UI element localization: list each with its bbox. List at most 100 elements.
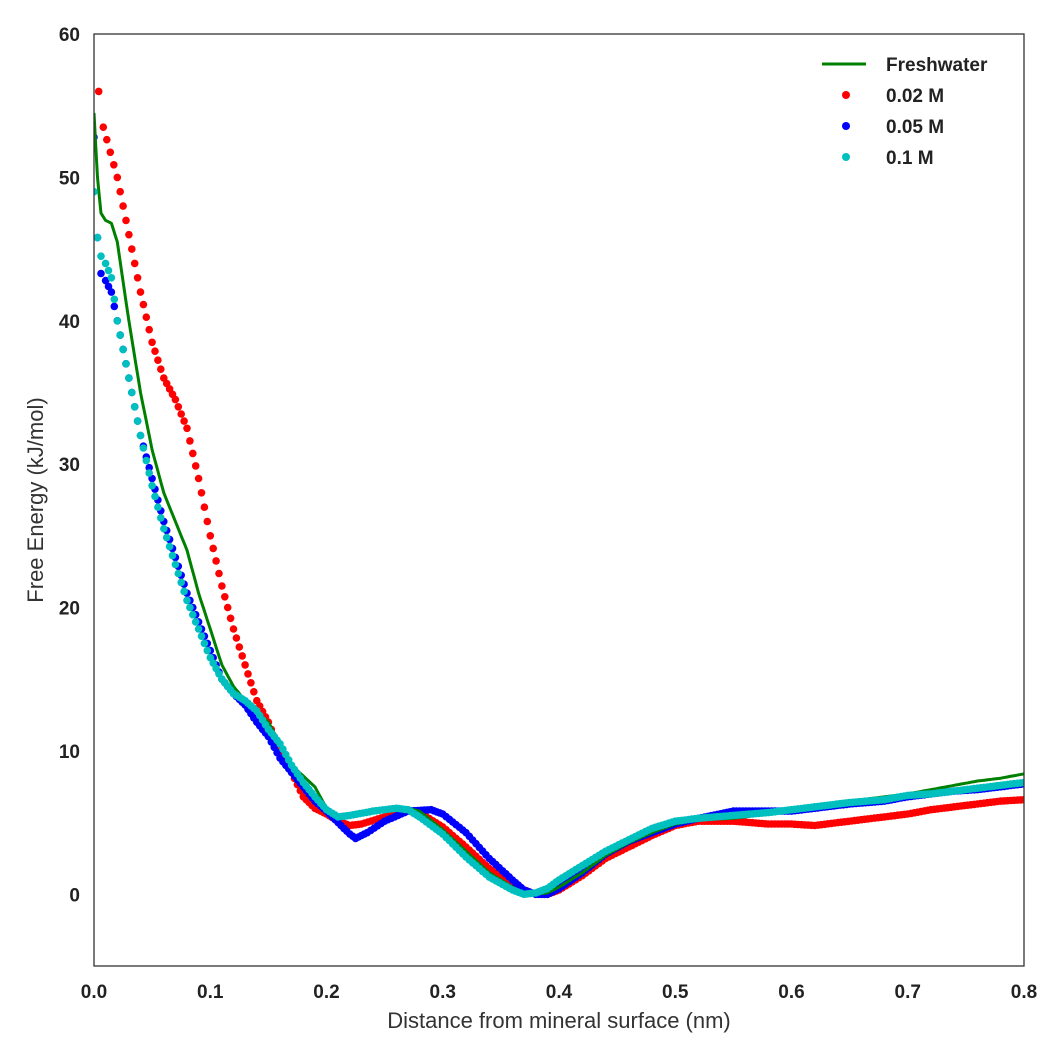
y-tick-label: 60 — [59, 25, 80, 46]
data-point — [148, 338, 156, 347]
data-point — [226, 614, 235, 623]
data-point — [139, 444, 148, 452]
data-point — [113, 173, 122, 182]
data-point — [200, 639, 209, 648]
data-point — [160, 524, 168, 533]
data-point — [180, 587, 188, 596]
data-point — [116, 187, 124, 196]
data-point — [203, 646, 212, 655]
data-point — [171, 560, 180, 569]
data-point — [206, 532, 215, 540]
data-point — [101, 276, 110, 285]
data-point — [250, 688, 258, 696]
data-point — [189, 449, 197, 458]
data-point — [177, 410, 185, 418]
data-point — [218, 582, 226, 590]
data-point — [157, 514, 165, 522]
data-point — [177, 578, 185, 587]
data-point — [151, 347, 159, 356]
data-point — [241, 661, 249, 669]
y-tick-label: 20 — [59, 599, 80, 620]
data-point — [157, 365, 165, 374]
data-point — [145, 469, 153, 477]
y-tick-label: 10 — [59, 742, 80, 763]
data-point — [247, 679, 255, 687]
data-point — [104, 266, 113, 275]
data-point — [133, 274, 142, 282]
x-tick-label: 0.6 — [778, 982, 804, 1003]
x-tick-label: 0.5 — [662, 982, 689, 1003]
data-point — [244, 670, 252, 678]
series-0-02-m — [94, 87, 1024, 899]
data-point — [168, 551, 177, 560]
data-point — [174, 569, 183, 578]
y-tick-label: 40 — [59, 312, 80, 333]
x-axis-label: Distance from mineral surface (nm) — [387, 1008, 731, 1033]
data-point — [174, 403, 183, 411]
y-tick-label: 0 — [69, 885, 80, 906]
data-point — [194, 474, 203, 483]
data-point — [142, 456, 151, 465]
data-point — [203, 517, 212, 526]
data-point — [154, 356, 162, 365]
x-axis-ticks: 0.0 0.1 0.2 0.3 0.4 0.5 0.6 0.7 0.8 — [81, 982, 1037, 1003]
data-point — [119, 202, 127, 210]
y-tick-label: 30 — [59, 455, 80, 476]
data-point — [221, 593, 229, 601]
legend-swatch — [842, 91, 850, 99]
legend-swatch — [842, 153, 850, 161]
data-point — [197, 489, 206, 497]
series-0-05-m — [94, 133, 1024, 899]
x-tick-label: 0.1 — [197, 982, 224, 1003]
legend-label: Freshwater — [886, 55, 988, 76]
data-point — [110, 302, 119, 311]
y-axis-label: Free Energy (kJ/mol) — [23, 397, 48, 602]
x-tick-label: 0.8 — [1011, 982, 1037, 1003]
data-point — [183, 424, 191, 433]
data-point — [145, 463, 153, 472]
data-point — [101, 259, 110, 268]
series-0-1-m — [94, 187, 1024, 899]
data-point — [165, 542, 174, 551]
data-point — [119, 345, 127, 354]
data-point — [103, 135, 111, 144]
data-point — [229, 625, 238, 633]
data-point — [139, 300, 148, 309]
series-freshwater — [94, 112, 1024, 896]
data-point — [180, 417, 188, 425]
data-point — [209, 544, 217, 553]
legend: Freshwater 0.02 M 0.05 M 0.1 M — [822, 55, 988, 169]
data-point — [197, 632, 206, 640]
data-point — [116, 331, 124, 339]
legend-swatch — [842, 122, 850, 130]
data-point — [183, 596, 191, 605]
x-tick-label: 0.4 — [546, 982, 573, 1003]
x-tick-label: 0.0 — [81, 982, 107, 1003]
legend-label: 0.1 M — [886, 148, 934, 169]
data-point — [110, 295, 119, 304]
data-point — [104, 282, 113, 291]
data-point — [215, 569, 223, 578]
data-point — [94, 233, 102, 242]
data-point — [107, 274, 116, 282]
legend-label: 0.02 M — [886, 86, 944, 107]
data-point — [189, 610, 197, 619]
data-point — [106, 148, 115, 157]
data-point — [148, 481, 156, 490]
data-point — [125, 374, 133, 382]
data-point — [94, 87, 103, 96]
data-point — [133, 417, 142, 425]
data-point — [113, 317, 122, 325]
data-point — [191, 462, 200, 470]
data-point — [151, 492, 159, 501]
data-point — [97, 252, 105, 260]
y-tick-label: 50 — [59, 168, 80, 189]
data-point — [110, 161, 118, 169]
data-point — [238, 652, 246, 660]
data-point — [125, 230, 133, 239]
data-point — [186, 603, 194, 612]
data-point — [232, 634, 241, 642]
data-point — [99, 123, 108, 131]
data-point — [171, 395, 180, 404]
